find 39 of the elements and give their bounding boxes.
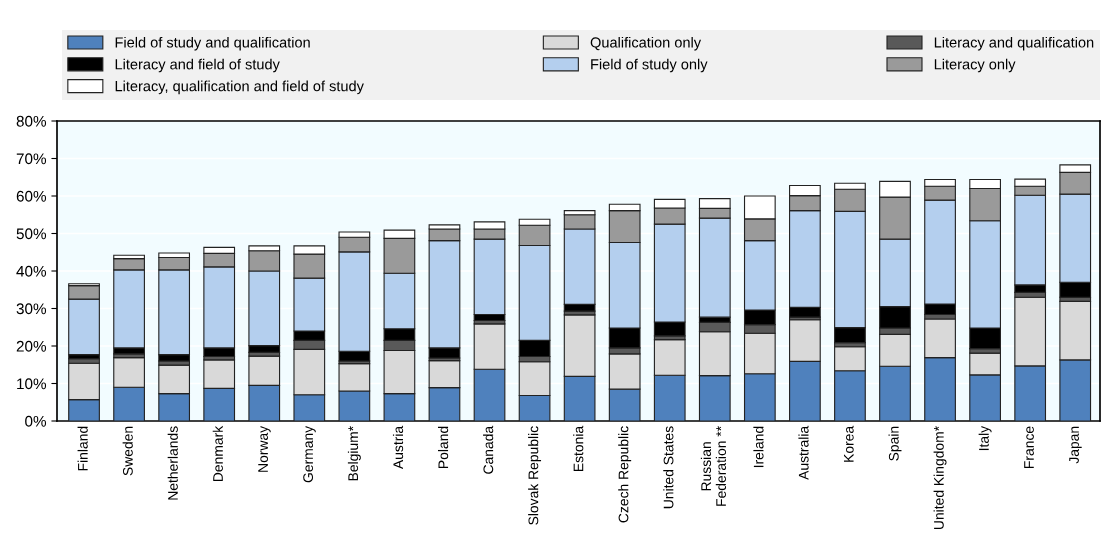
x-tick-label: Slovak Republic (528, 426, 542, 525)
y-tick-label: 30% (16, 303, 47, 315)
legend-label: Field of study and qualification (115, 36, 310, 51)
y-tick-label: 80% (16, 115, 47, 127)
y-tick-label: 0% (25, 415, 47, 427)
x-tick-label: Netherlands (167, 426, 178, 500)
x-tick-label: Germany (303, 425, 316, 483)
y-tick-label: 20% (16, 340, 47, 352)
y-tick-label: 70% (16, 153, 47, 165)
x-tick-label: Norway (258, 425, 271, 472)
x-tick-label: Denmark (212, 425, 223, 482)
x-tick-label: Poland (437, 426, 449, 468)
x-tick-label: United States (663, 426, 674, 509)
legend-label: Literacy and field of study (115, 58, 280, 73)
x-tick-label: Finland (77, 426, 88, 471)
legend-label: Field of study only (591, 58, 708, 73)
x-tick-label: Belgium* (347, 426, 361, 481)
x-tick-label: Russian Federation ** (700, 426, 726, 506)
y-tick-label: 50% (16, 228, 47, 240)
x-tick-label: Japan (1069, 426, 1082, 464)
x-tick-label: Ireland (753, 426, 764, 468)
x-tick-label: Sweden (122, 426, 133, 476)
x-tick-label: United Kingdom* (933, 426, 947, 530)
x-tick-label: Australia (798, 425, 809, 480)
x-tick-label: Spain (888, 426, 902, 461)
legend-label: Qualification only (590, 36, 702, 51)
y-tick-label: 60% (16, 190, 47, 202)
x-tick-label: Austria (392, 425, 404, 470)
x-tick-label: Italy (978, 425, 992, 451)
legend-label: Literacy, qualification and field of study (115, 80, 364, 95)
legend-label: Literacy and qualification (934, 36, 1094, 51)
x-tick-label: Canada (483, 425, 494, 474)
x-tick-label: Czech Republic (618, 426, 632, 523)
x-tick-label: Estonia (573, 425, 584, 472)
x-tick-label: Korea (843, 425, 854, 462)
legend-label: Literacy only (934, 58, 1016, 73)
x-tick-label: France (1024, 426, 1034, 468)
y-tick-label: 40% (16, 265, 47, 277)
y-tick-label: 10% (17, 378, 47, 390)
